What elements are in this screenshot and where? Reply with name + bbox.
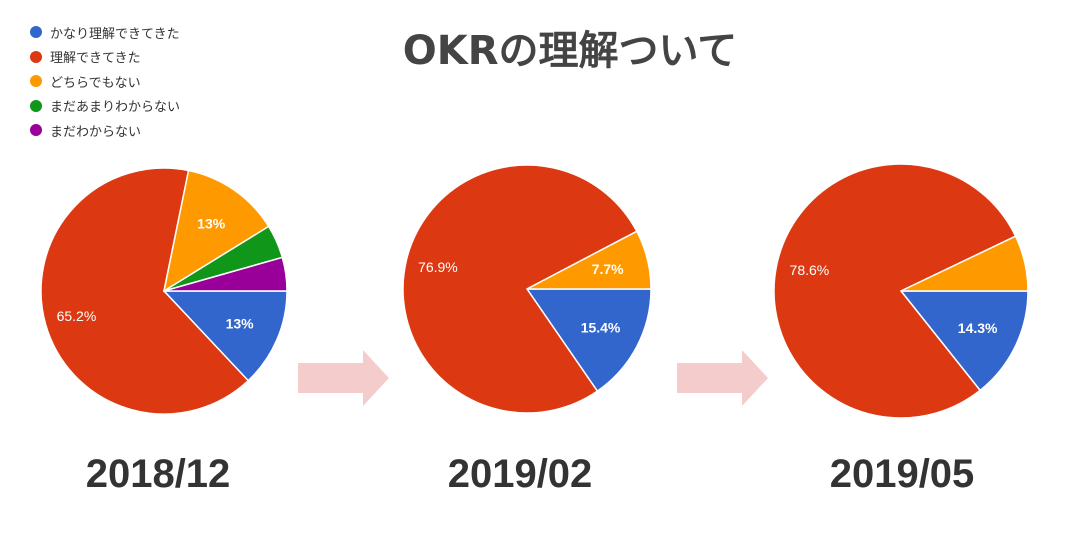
legend-label: どちらでもない — [50, 75, 141, 91]
legend-swatch — [30, 124, 42, 137]
legend-swatch — [30, 99, 42, 112]
legend-label: まだわからない — [50, 124, 142, 140]
data-label-neutral: 7.7% — [592, 261, 624, 277]
legend-label: 理解できてきた — [50, 51, 141, 67]
pie-chart-2019-05: 14.3% 78.6% — [773, 163, 1029, 419]
pie-slice-neutral — [900, 235, 1029, 292]
legend-label: まだあまりわからない — [50, 100, 181, 116]
period-label-2018-12: 2018/12 — [85, 452, 231, 496]
data-label-understood: 76.9% — [418, 259, 458, 275]
legend-item-neutral: どちらでもない — [30, 69, 180, 94]
pie-chart-2019-02: 15.4% 76.9% 7.7% — [402, 164, 652, 414]
legend-swatch — [30, 50, 42, 63]
legend-item-not-much-yet: まだあまりわからない — [30, 94, 180, 119]
pie-slice-neutral — [162, 169, 270, 293]
data-label-fully-understood: 13% — [226, 316, 255, 332]
period-label-2019-05: 2019/05 — [829, 452, 975, 496]
data-label-understood: 78.6% — [790, 262, 830, 278]
legend-swatch — [30, 26, 42, 39]
pie-slice-neutral — [526, 230, 652, 290]
legend-item-fully-understood: かなり理解できてきた — [30, 20, 180, 45]
legend-item-not-yet: まだわからない — [30, 118, 180, 143]
transition-arrow-2 — [677, 350, 768, 406]
data-label-fully-understood: 14.3% — [958, 320, 998, 336]
period-label-2019-02: 2019/02 — [447, 452, 593, 496]
data-label-neutral: 13% — [197, 215, 226, 231]
data-label-fully-understood: 15.4% — [581, 320, 621, 336]
legend-swatch — [30, 75, 42, 88]
pie-slice-understood — [773, 163, 1017, 419]
transition-arrow-1 — [298, 350, 389, 406]
legend-item-understood: 理解できてきた — [30, 45, 180, 70]
pie-chart-2018-12: 13% 65.2% 13% — [40, 167, 288, 415]
pie-slice-understood — [40, 167, 250, 415]
pie-slice-fully-understood — [525, 288, 652, 393]
pie-slice-fully-understood — [162, 290, 288, 382]
pie-slice-fully-understood — [899, 290, 1029, 392]
pie-slice-understood — [402, 164, 638, 414]
legend: かなり理解できてきた 理解できてきた どちらでもない まだあまりわからない まだ… — [30, 20, 180, 143]
page-title: OKRの理解ついて — [402, 28, 738, 74]
legend-label: かなり理解できてきた — [50, 26, 180, 42]
data-label-understood: 65.2% — [57, 308, 97, 324]
pie-slice-not-yet — [163, 256, 288, 292]
